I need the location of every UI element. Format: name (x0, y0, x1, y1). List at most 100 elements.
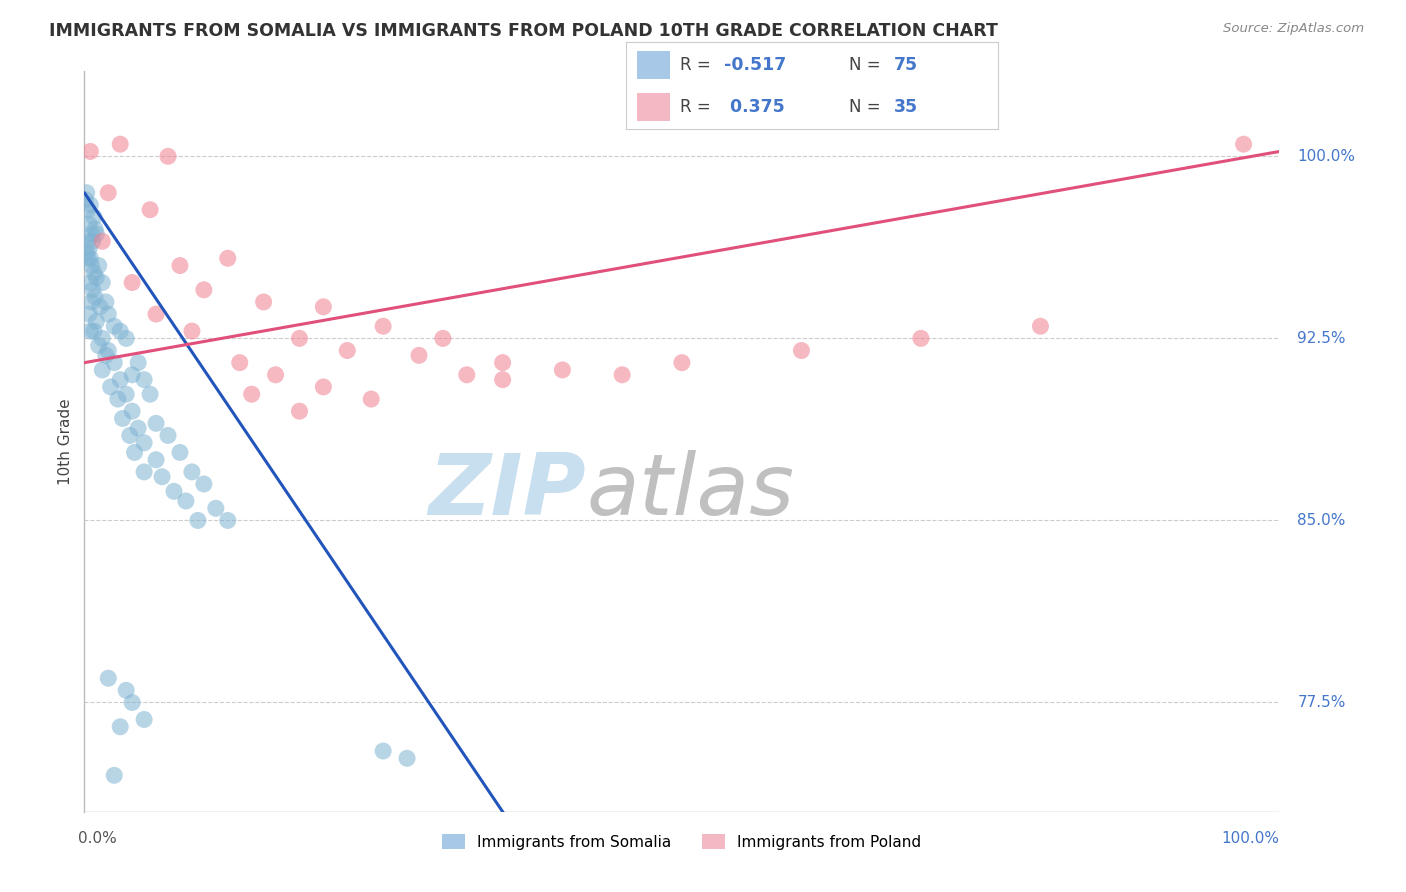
Point (83, 324, 105, 338)
Point (408, 348, 430, 362)
Point (145, 307, 167, 321)
Point (100, 380, 122, 394)
Point (110, 720, 132, 734)
Point (145, 452, 167, 467)
Point (84, 290, 107, 304)
Point (79, 198, 101, 212)
Point (110, 373, 132, 387)
Point (132, 373, 156, 387)
Text: N =: N = (849, 55, 880, 74)
Bar (637, 93, 671, 120)
Point (790, 343, 813, 358)
Point (671, 356, 693, 370)
Text: -0.517: -0.517 (724, 55, 786, 74)
Text: ZIP: ZIP (429, 450, 586, 533)
Point (205, 501, 228, 516)
Text: 77.5%: 77.5% (1298, 695, 1346, 710)
Point (75, 193, 97, 207)
Text: R =: R = (679, 97, 710, 116)
Point (77, 252, 100, 266)
Point (84, 222, 107, 236)
Point (910, 331, 932, 345)
Point (79, 324, 101, 338)
Text: R =: R = (679, 55, 710, 74)
Point (91, 331, 114, 345)
Point (121, 368, 143, 382)
Point (115, 331, 138, 345)
Point (91, 234, 114, 248)
Point (79, 145, 101, 159)
Text: 0.0%: 0.0% (79, 831, 117, 847)
Point (91, 363, 114, 377)
Point (169, 259, 191, 273)
Text: Source: ZipAtlas.com: Source: ZipAtlas.com (1223, 22, 1364, 36)
Point (157, 149, 180, 163)
Text: IMMIGRANTS FROM SOMALIA VS IMMIGRANTS FROM POLAND 10TH GRADE CORRELATION CHART: IMMIGRANTS FROM SOMALIA VS IMMIGRANTS FR… (49, 22, 998, 40)
Point (82, 283, 104, 297)
Point (432, 331, 454, 345)
Text: N =: N = (849, 97, 880, 116)
Point (97, 671, 120, 685)
Point (127, 356, 149, 370)
Point (121, 404, 143, 418)
Point (187, 513, 209, 527)
Point (456, 368, 478, 382)
Point (492, 356, 515, 370)
Point (77, 242, 100, 256)
Point (80, 295, 103, 310)
Point (181, 324, 204, 338)
Point (217, 252, 239, 266)
Point (97, 186, 120, 200)
Text: 100.0%: 100.0% (1298, 149, 1355, 164)
Point (94, 348, 117, 362)
Point (1233, 137, 1256, 152)
Point (132, 435, 156, 450)
Point (336, 343, 359, 358)
Point (139, 202, 162, 217)
Point (110, 324, 132, 338)
Point (312, 300, 335, 314)
Point (217, 513, 239, 527)
Point (132, 465, 156, 479)
Point (312, 380, 335, 394)
Point (110, 137, 132, 152)
Point (118, 428, 141, 442)
Point (145, 417, 167, 431)
Point (111, 411, 134, 425)
Text: 92.5%: 92.5% (1298, 331, 1346, 346)
Point (240, 387, 263, 401)
Point (229, 356, 252, 370)
Point (163, 484, 186, 499)
Point (121, 696, 143, 710)
Point (360, 392, 382, 406)
Point (77, 307, 100, 321)
Y-axis label: 10th Grade: 10th Grade (58, 398, 73, 485)
Point (373, 744, 395, 758)
Text: 0.375: 0.375 (724, 97, 785, 116)
Point (373, 319, 395, 334)
Point (94, 295, 117, 310)
Point (86, 227, 108, 241)
Point (76, 246, 98, 260)
Point (86, 270, 108, 285)
Point (86, 314, 108, 328)
Text: 85.0%: 85.0% (1298, 513, 1346, 528)
Point (132, 713, 156, 727)
Point (124, 445, 146, 459)
Point (396, 751, 419, 765)
Point (264, 368, 287, 382)
Point (103, 768, 125, 782)
Point (83, 266, 105, 280)
Point (115, 683, 138, 698)
Point (87, 339, 110, 353)
Point (1029, 319, 1052, 334)
Point (77, 234, 100, 248)
Point (127, 421, 149, 435)
Point (77, 202, 100, 217)
Point (150, 469, 173, 483)
Point (157, 428, 180, 442)
Point (193, 477, 215, 491)
Point (103, 356, 125, 370)
Point (253, 295, 276, 310)
Point (612, 368, 634, 382)
